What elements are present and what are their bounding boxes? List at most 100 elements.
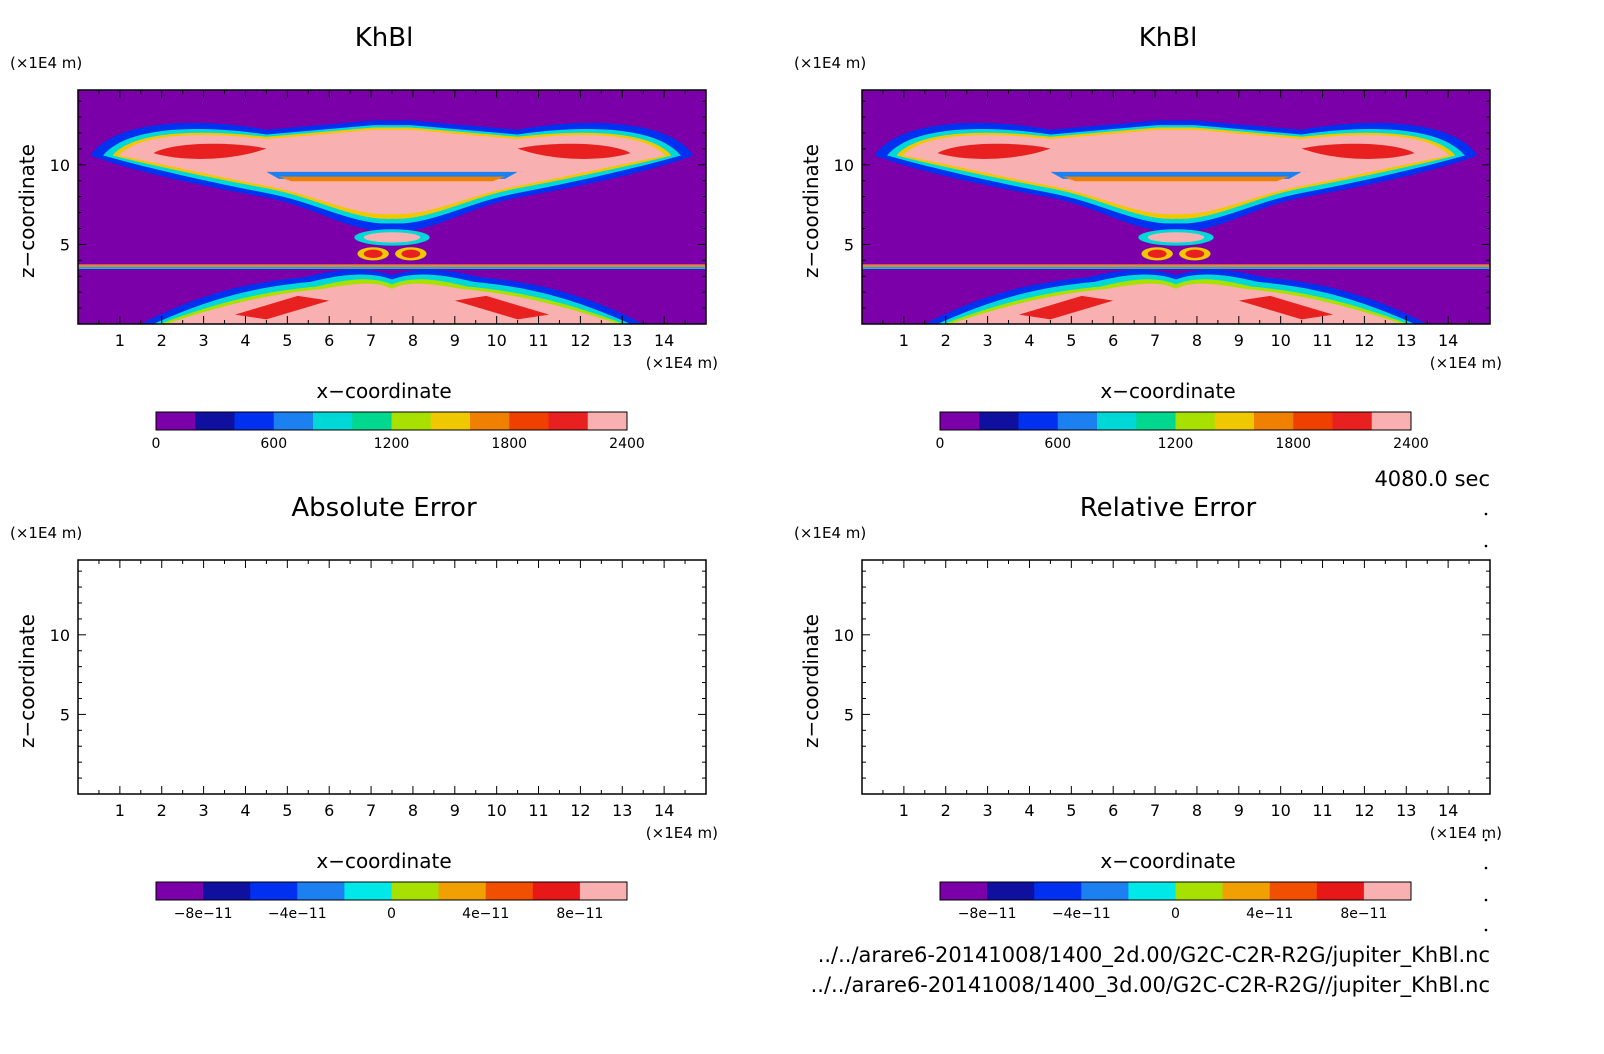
colorbar-tick-label: 1200: [374, 436, 410, 452]
file-path-line: ../../arare6-20141008/1400_3d.00/G2C-C2R…: [811, 973, 1490, 998]
colorbar-swatch: [1175, 882, 1224, 900]
x-tick-label: 7: [366, 801, 376, 820]
colorbar-swatch: [509, 412, 549, 430]
colorbar-tick-label: 8e−11: [556, 906, 603, 922]
colorbar-swatch: [1128, 882, 1176, 900]
x-tick-label: 7: [366, 331, 376, 350]
colorbar-swatch: [391, 882, 440, 900]
colorbar-tick-label: −4e−11: [1052, 906, 1111, 922]
colorbar-tick-label: 0: [1171, 906, 1180, 922]
colorbar-swatch: [1136, 412, 1176, 430]
colorbar-swatch: [1269, 882, 1318, 900]
chart-panel-1: KhBl(×1E4 m)1 2 3 4 5 6 7 8 9 10 11 12 13 14510(×1E4 …: [10, 23, 718, 452]
colorbar-tick-label: 8e−11: [1340, 906, 1387, 922]
colorbar-frame: [155, 411, 628, 431]
x-tick-label: 10: [486, 331, 506, 350]
colorbar-frame: [939, 411, 1412, 431]
x-tick-label: 6: [324, 801, 334, 820]
x-unit-label: (×1E4 m): [646, 354, 718, 372]
y-tick-label: 10: [50, 156, 70, 175]
y-tick-label: 5: [60, 235, 70, 254]
x-tick-label: 12: [1354, 801, 1374, 820]
x-tick-label: 8: [1192, 801, 1202, 820]
colorbar-tick-label: 0: [936, 436, 945, 452]
colorbar-swatch: [1222, 882, 1271, 900]
y-unit-label: (×1E4 m): [10, 54, 82, 72]
colorbar-swatch: [532, 882, 581, 900]
colorbar-tick-label: 600: [1044, 436, 1071, 452]
x-tick-label: 1: [115, 331, 125, 350]
colorbar-swatch: [1057, 412, 1098, 430]
x-tick-label: 13: [1396, 331, 1416, 350]
colorbar-tick-label: −8e−11: [174, 906, 233, 922]
colorbar-swatch: [940, 882, 988, 900]
colorbar-tick-label: 600: [260, 436, 287, 452]
x-tick-label: 12: [1354, 331, 1374, 350]
x-tick-label: 4: [240, 331, 250, 350]
file-path-line: ../../arare6-20141008/1400_2d.00/G2C-C2R…: [818, 943, 1490, 968]
colorbar-swatch: [297, 882, 345, 900]
x-tick-label: 3: [199, 331, 209, 350]
y-axis-label: z−coordinate: [799, 144, 823, 278]
x-tick-label: 1: [899, 801, 909, 820]
x-tick-label: 13: [612, 801, 632, 820]
chart-panel-2: KhBl(×1E4 m)1 2 3 4 5 6 7 8 9 10 11 12 13 14510(×1E4 …: [794, 23, 1502, 452]
colorbar-swatch: [391, 412, 432, 430]
colorbar-tick-label: 1800: [491, 436, 527, 452]
x-tick-label: 11: [528, 331, 548, 350]
x-unit-label: (×1E4 m): [1430, 824, 1502, 842]
colorbar-swatch: [548, 412, 589, 430]
y-tick-label: 5: [844, 235, 854, 254]
colorbar-swatch: [195, 412, 235, 430]
colorbar-tick-label: −4e−11: [268, 906, 327, 922]
x-tick-label: 14: [1438, 801, 1458, 820]
empty-field: [78, 560, 706, 794]
x-tick-label: 7: [1150, 801, 1160, 820]
x-tick-label: 11: [1312, 331, 1332, 350]
y-unit-label: (×1E4 m): [10, 524, 82, 542]
colorbar-frame: [939, 881, 1412, 901]
colorbar-tick-label: 0: [152, 436, 161, 452]
colorbar-swatch: [430, 412, 471, 430]
colorbar-swatch: [940, 412, 980, 430]
x-tick-label: 13: [612, 331, 632, 350]
chart-panel-3: Absolute Error(×1E4 m)1 2 3 4 5 6 7 8 9 10 11 12 13 1…: [10, 493, 718, 922]
y-axis-label: z−coordinate: [799, 614, 823, 748]
colorbar-tick-label: 0: [387, 906, 396, 922]
y-tick-label: 5: [60, 705, 70, 724]
colorbar-swatch: [273, 412, 314, 430]
x-tick-label: 10: [1270, 801, 1290, 820]
margin-dot: [1484, 898, 1488, 902]
colorbar-swatch: [250, 882, 298, 900]
x-tick-label: 12: [570, 331, 590, 350]
y-unit-label: (×1E4 m): [794, 524, 866, 542]
x-tick-label: 11: [1312, 801, 1332, 820]
y-tick-label: 10: [50, 626, 70, 645]
y-tick-label: 10: [834, 156, 854, 175]
x-tick-label: 3: [983, 331, 993, 350]
colorbar-swatch: [1371, 412, 1412, 430]
x-tick-label: 12: [570, 801, 590, 820]
margin-dot: [1484, 838, 1488, 842]
colorbar-swatch: [344, 882, 392, 900]
colorbar-swatch: [987, 882, 1035, 900]
colorbar-tick-label: 1800: [1275, 436, 1311, 452]
x-tick-label: 4: [240, 801, 250, 820]
x-tick-label: 7: [1150, 331, 1160, 350]
colorbar-swatch: [579, 882, 628, 900]
x-tick-label: 4: [1024, 801, 1034, 820]
x-tick-label: 4: [1024, 331, 1034, 350]
colorbar-tick-label: −8e−11: [958, 906, 1017, 922]
colorbar-swatch: [1097, 412, 1137, 430]
colorbar-swatch: [203, 882, 251, 900]
y-axis-label: z−coordinate: [15, 144, 39, 278]
x-tick-label: 6: [1108, 331, 1118, 350]
x-tick-label: 9: [450, 331, 460, 350]
colorbar-swatch: [313, 412, 353, 430]
x-tick-label: 8: [408, 331, 418, 350]
colorbar-tick-label: 4e−11: [1246, 906, 1293, 922]
colorbar-swatch: [485, 882, 534, 900]
x-tick-label: 5: [1066, 331, 1076, 350]
colorbar-swatch: [1332, 412, 1373, 430]
